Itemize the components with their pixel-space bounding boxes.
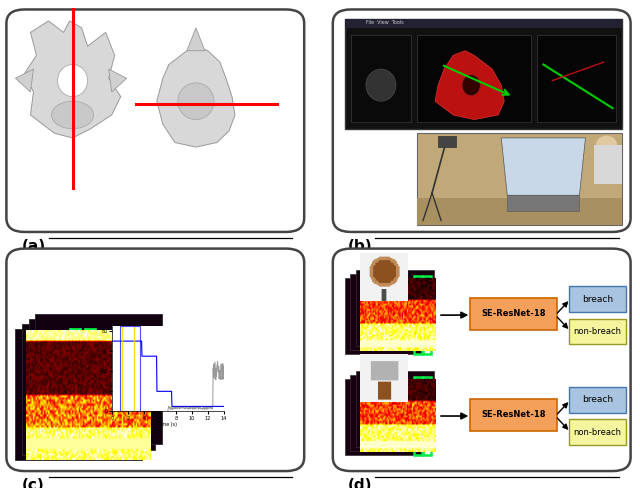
Ellipse shape (596, 136, 617, 154)
Bar (356, 371, 434, 447)
Bar (35, 314, 162, 445)
Text: (a): (a) (22, 239, 45, 254)
Ellipse shape (178, 83, 214, 120)
Bar (345, 19, 621, 129)
FancyBboxPatch shape (569, 319, 626, 344)
Polygon shape (15, 69, 33, 92)
Polygon shape (157, 46, 235, 147)
X-axis label: time (s): time (s) (159, 422, 177, 427)
Bar (345, 278, 423, 354)
FancyBboxPatch shape (569, 286, 626, 312)
Ellipse shape (58, 64, 88, 97)
Bar (508, 195, 579, 211)
Bar (417, 35, 531, 122)
Polygon shape (109, 69, 127, 92)
Bar (423, 377, 431, 455)
Bar (345, 19, 621, 28)
Bar (120, 326, 140, 411)
Text: File  View  Tools: File View Tools (366, 20, 404, 25)
Bar (70, 329, 80, 457)
Text: breach: breach (582, 395, 613, 405)
Polygon shape (187, 28, 205, 51)
Bar (414, 276, 422, 354)
Bar (15, 329, 142, 460)
FancyBboxPatch shape (6, 248, 304, 471)
Bar (423, 276, 431, 354)
Bar (417, 198, 621, 225)
Ellipse shape (366, 69, 396, 101)
Bar (414, 377, 422, 455)
Text: SE-ResNet-18: SE-ResNet-18 (481, 309, 545, 319)
Polygon shape (24, 21, 121, 138)
Bar (595, 145, 621, 184)
FancyBboxPatch shape (333, 248, 630, 471)
Text: non-breach: non-breach (573, 326, 621, 336)
Polygon shape (435, 51, 504, 120)
Text: (c): (c) (22, 478, 44, 488)
FancyBboxPatch shape (333, 9, 630, 232)
Bar (417, 133, 621, 225)
FancyBboxPatch shape (569, 420, 626, 445)
FancyBboxPatch shape (6, 9, 304, 232)
FancyBboxPatch shape (569, 387, 626, 412)
Bar (356, 270, 434, 346)
Ellipse shape (52, 101, 93, 129)
Bar (538, 35, 616, 122)
Bar (351, 35, 411, 122)
Bar (29, 319, 155, 449)
Text: SE-ResNet-18: SE-ResNet-18 (481, 410, 545, 419)
Text: (d): (d) (348, 478, 372, 488)
Bar (438, 136, 456, 147)
Text: (b): (b) (348, 239, 372, 254)
Text: breach: breach (582, 295, 613, 304)
Text: non-breach: non-breach (573, 427, 621, 437)
FancyBboxPatch shape (470, 399, 557, 431)
Bar (350, 375, 428, 451)
Bar (350, 274, 428, 350)
FancyBboxPatch shape (470, 298, 557, 330)
Bar (22, 324, 148, 454)
Polygon shape (501, 138, 586, 195)
Bar (84, 329, 95, 457)
Ellipse shape (462, 75, 480, 96)
Bar (345, 379, 423, 455)
